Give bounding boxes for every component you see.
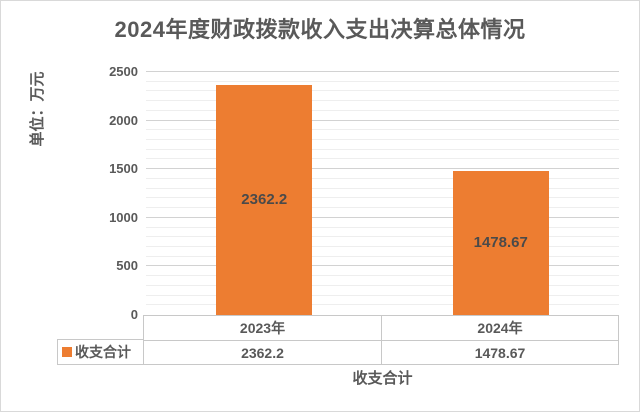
minor-gridline (146, 207, 619, 209)
minor-gridline (146, 255, 619, 257)
minor-gridline (146, 80, 619, 82)
y-axis-title: 单位：万元 (29, 71, 46, 147)
minor-gridline (146, 129, 619, 131)
series-color-swatch-icon (62, 347, 72, 357)
y-axis-tick-label: 2000 (109, 112, 138, 128)
category-label-2024年: 2024年 (381, 316, 618, 340)
minor-gridline (146, 197, 619, 199)
major-gridline (146, 119, 619, 121)
category-label-2023年: 2023年 (239, 320, 286, 336)
minor-gridline (146, 100, 619, 102)
minor-gridline (146, 139, 619, 141)
y-axis-tick-label: 1000 (109, 209, 138, 225)
minor-gridline (146, 236, 619, 238)
table-value-cell: 2362.2 (144, 340, 381, 364)
minor-gridline (146, 226, 619, 228)
chart-title: 2024年度财政拨款收入支出决算总体情况 (114, 17, 526, 42)
major-gridline (146, 216, 619, 218)
minor-gridline (146, 158, 619, 160)
plot-area: 2362.2 1478.67 (146, 71, 619, 315)
y-axis-tick-label: 1500 (109, 161, 138, 177)
y-axis-tick-label: 2500 (109, 64, 138, 79)
minor-gridline (146, 245, 619, 247)
bar-2024年: 1478.67 (452, 171, 549, 315)
minor-gridline (146, 148, 619, 150)
minor-gridline (146, 177, 619, 179)
bar-data-label: 1478.67 (473, 234, 528, 252)
major-gridline (146, 265, 619, 267)
minor-gridline (146, 275, 619, 277)
minor-gridline (146, 109, 619, 111)
table-value-cell: 1478.67 (381, 340, 618, 364)
data-table: 2023年 2024年 2362.2 1478.67 (143, 315, 619, 365)
minor-gridline (146, 304, 619, 306)
y-axis-tick-label: 500 (116, 258, 138, 274)
bar-2023年: 2362.2 (216, 85, 313, 315)
y-axis-tick-label: 0 (130, 307, 138, 322)
minor-gridline (146, 284, 619, 286)
bar-data-label: 2362.2 (241, 191, 288, 209)
series-name-label: 收支合计 (75, 344, 131, 360)
x-axis-title: 收支合计 (352, 370, 413, 387)
major-gridline (146, 71, 619, 72)
minor-gridline (146, 294, 619, 296)
data-table-legend-cell: 收支合计 (57, 339, 143, 365)
major-gridline (146, 168, 619, 170)
minor-gridline (146, 187, 619, 189)
y-axis-tick-labels: 0 500 1000 1500 2000 2500 (78, 64, 138, 322)
minor-gridline (146, 90, 619, 92)
